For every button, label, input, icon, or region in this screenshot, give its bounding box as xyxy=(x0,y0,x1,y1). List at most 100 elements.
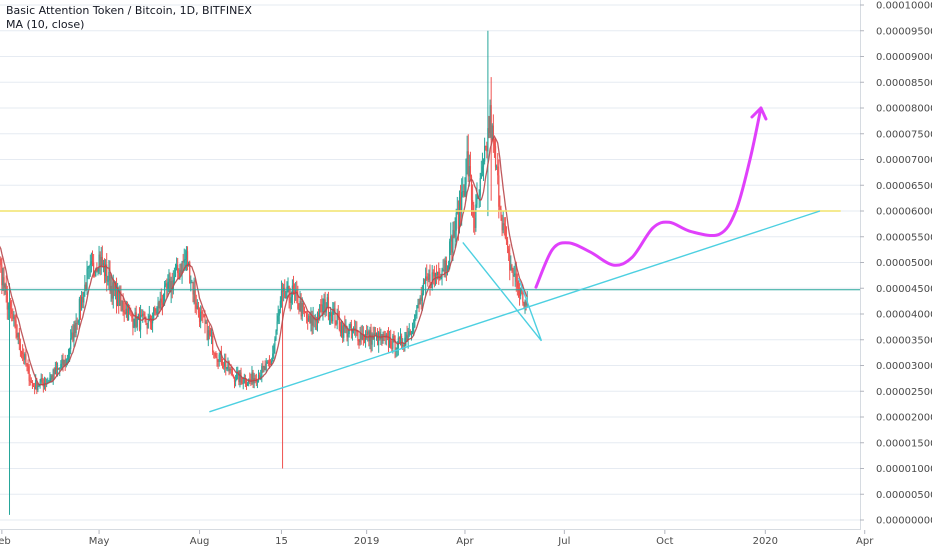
candle xyxy=(292,275,295,295)
candle-body xyxy=(101,256,103,266)
candle-body xyxy=(237,371,239,373)
drawings-layer[interactable] xyxy=(0,106,860,413)
candle-body xyxy=(450,236,452,242)
candle-body xyxy=(267,361,269,363)
candle-body xyxy=(76,322,78,324)
candle xyxy=(426,264,428,281)
candle-body xyxy=(26,363,28,365)
candle xyxy=(24,352,26,365)
candle xyxy=(496,164,498,170)
candle-body xyxy=(153,307,155,319)
candle xyxy=(268,355,271,369)
candle-body xyxy=(32,385,35,387)
candle-body xyxy=(53,369,55,375)
candle xyxy=(360,325,362,345)
candle-body xyxy=(310,316,312,324)
candle xyxy=(283,283,285,302)
candle-body xyxy=(410,334,413,336)
candle-body xyxy=(3,277,5,288)
candle xyxy=(158,300,160,314)
candle xyxy=(30,377,32,384)
candle-body xyxy=(177,264,179,273)
candle-body xyxy=(141,314,143,316)
y-tick-label: 0.00009500 xyxy=(876,26,932,37)
candle xyxy=(76,317,78,330)
candle xyxy=(82,291,84,309)
candle-body xyxy=(112,282,114,299)
candle-body xyxy=(266,361,268,364)
candle-body xyxy=(339,330,342,333)
y-tick-label: 0.00007500 xyxy=(876,129,932,140)
ma-indicator-label[interactable]: MA (10, close) xyxy=(6,18,85,31)
symbol-title[interactable]: Basic Attention Token / Bitcoin, 1D, BIT… xyxy=(6,4,252,17)
chart-legend: Basic Attention Token / Bitcoin, 1D, BIT… xyxy=(6,4,252,32)
candle-body xyxy=(201,311,203,314)
candle xyxy=(4,282,6,295)
candle-body xyxy=(420,297,422,301)
x-tick-label: Jul xyxy=(557,536,570,547)
candle-body xyxy=(13,316,15,319)
candle-body xyxy=(479,178,481,196)
candle xyxy=(312,306,314,334)
candle-body xyxy=(106,264,108,282)
candle-body xyxy=(506,240,509,249)
candle xyxy=(278,309,280,325)
candle xyxy=(482,158,485,181)
candle-body xyxy=(489,105,491,134)
x-tick-label: Feb xyxy=(0,536,11,547)
candle xyxy=(218,352,220,367)
candle-body xyxy=(409,331,411,335)
candle xyxy=(489,99,491,138)
candle xyxy=(71,325,73,340)
candle-body xyxy=(62,359,64,366)
price-axis[interactable]: 0.00010000 0.00009500 0.00009000 0.00008500… xyxy=(860,0,932,530)
candle-body xyxy=(286,286,288,297)
candle-body xyxy=(334,308,336,324)
candle-body xyxy=(439,279,441,281)
candle-body xyxy=(288,285,290,298)
candle xyxy=(205,319,207,324)
candle-body xyxy=(184,259,186,261)
candle-body xyxy=(2,277,4,286)
candle-body xyxy=(327,297,330,317)
candle xyxy=(362,326,364,346)
candle xyxy=(469,151,472,181)
candle xyxy=(17,332,19,345)
candle-body xyxy=(292,285,295,292)
candle xyxy=(451,234,453,261)
candle-body xyxy=(319,304,321,319)
candle-body xyxy=(478,195,480,197)
candle-body xyxy=(224,361,226,367)
candle-body xyxy=(457,211,460,229)
candle xyxy=(435,264,438,285)
candle xyxy=(115,277,118,314)
candle xyxy=(411,322,414,335)
candle-body xyxy=(226,367,228,369)
candle-body xyxy=(476,198,478,205)
candle xyxy=(98,245,100,274)
candle xyxy=(250,373,252,387)
candle xyxy=(497,153,499,185)
candle xyxy=(425,267,427,296)
time-axis[interactable]: Feb May Aug 15 2019 Apr Jul Oct 2020 Apr xyxy=(0,529,874,548)
candle xyxy=(517,280,520,298)
candle-body xyxy=(134,312,136,327)
candle-body xyxy=(138,313,141,330)
candle-body xyxy=(360,332,362,340)
candle-body xyxy=(349,324,351,328)
candle xyxy=(303,306,306,317)
candle xyxy=(185,246,188,271)
candle-body xyxy=(163,285,166,302)
candle-body xyxy=(77,320,79,324)
candle-body xyxy=(71,332,73,339)
candle-body xyxy=(24,354,26,360)
x-tick-label: Oct xyxy=(656,536,673,547)
candle xyxy=(272,345,274,362)
candle-body xyxy=(242,382,244,384)
candle-body xyxy=(238,371,240,383)
candle-body xyxy=(312,316,314,326)
candle-body xyxy=(12,313,14,319)
candle-body xyxy=(496,166,498,168)
candle xyxy=(298,303,300,315)
